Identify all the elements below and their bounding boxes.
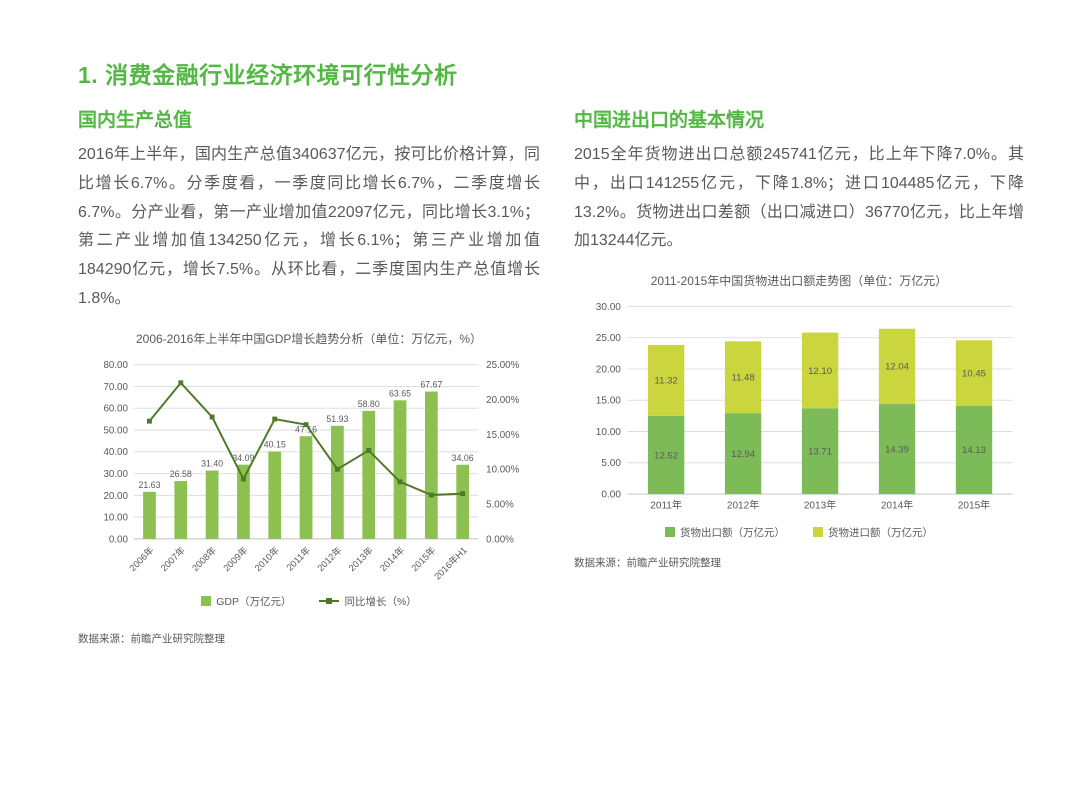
svg-text:13.71: 13.71 (808, 447, 832, 458)
svg-text:12.52: 12.52 (654, 450, 678, 461)
gdp-chart-legend: GDP（万亿元） 同比增长（%） (78, 594, 540, 609)
gdp-section: 国内生产总值 2016年上半年，国内生产总值340637亿元，按可比价格计算，同… (78, 105, 540, 646)
svg-text:12.04: 12.04 (885, 362, 910, 373)
svg-text:2008年: 2008年 (189, 544, 218, 573)
svg-text:12.10: 12.10 (808, 366, 832, 377)
legend-label-growth: 同比增长（%） (344, 595, 417, 608)
legend-color-swatch (201, 596, 212, 607)
svg-text:2011年: 2011年 (650, 499, 682, 512)
svg-text:20.00: 20.00 (596, 364, 622, 375)
svg-text:2016年H1: 2016年H1 (432, 544, 469, 581)
svg-text:21.63: 21.63 (138, 480, 160, 490)
svg-text:0.00: 0.00 (109, 534, 129, 545)
svg-text:51.93: 51.93 (326, 414, 348, 424)
svg-text:50.00: 50.00 (103, 425, 128, 436)
legend-color-swatch (665, 527, 675, 538)
svg-text:2014年: 2014年 (881, 499, 913, 512)
trade-stacked-chart: 0.00 5.00 10.00 15.00 20.00 25.00 30.00 12.52 11… (596, 302, 1013, 512)
legend-item-growth: 同比增长（%） (319, 594, 417, 609)
legend-color-swatch (813, 527, 823, 538)
svg-text:2013年: 2013年 (804, 499, 836, 512)
legend-item-gdp: GDP（万亿元） (201, 594, 291, 609)
trade-section-heading: 中国进出口的基本情况 (574, 110, 765, 131)
svg-text:58.80: 58.80 (358, 399, 380, 409)
svg-text:5.00: 5.00 (601, 458, 621, 469)
svg-text:2012年: 2012年 (315, 544, 344, 573)
svg-text:14.39: 14.39 (885, 445, 909, 456)
gdp-combo-chart: 0.00 10.00 20.00 30.00 40.00 50.00 60.00 70.00 8… (103, 360, 519, 582)
svg-text:10.00%: 10.00% (486, 464, 519, 475)
svg-text:0.00%: 0.00% (486, 534, 514, 545)
trade-section: 中国进出口的基本情况 2015全年货物进出口总额245741亿元，比上年下降7.… (574, 105, 1024, 646)
gdp-body-text: 2016年上半年，国内生产总值340637亿元，按可比价格计算，同比增长6.7%… (78, 146, 540, 307)
trade-body-text: 2015全年货物进出口总额245741亿元，比上年下降7.0%。其中，出口141… (574, 146, 1024, 250)
gdp-section-heading: 国内生产总值 (78, 110, 193, 131)
legend-label-import: 货物进口额（万亿元） (828, 526, 933, 539)
legend-line-marker-icon (319, 596, 340, 606)
svg-text:34.06: 34.06 (452, 453, 474, 463)
legend-label-gdp: GDP（万亿元） (216, 595, 292, 608)
svg-text:15.00%: 15.00% (486, 430, 519, 441)
svg-text:30.00: 30.00 (596, 302, 622, 313)
svg-text:20.00%: 20.00% (486, 395, 519, 406)
svg-text:31.40: 31.40 (201, 458, 223, 468)
svg-text:2011年: 2011年 (284, 544, 312, 572)
legend-label-export: 货物出口额（万亿元） (680, 526, 785, 539)
svg-text:30.00: 30.00 (103, 469, 128, 480)
svg-text:25.00%: 25.00% (486, 360, 519, 371)
two-column-layout: 国内生产总值 2016年上半年，国内生产总值340637亿元，按可比价格计算，同… (78, 105, 1024, 646)
svg-text:2015年: 2015年 (958, 499, 990, 512)
svg-text:2006年: 2006年 (127, 544, 156, 573)
svg-text:25.00: 25.00 (596, 333, 622, 344)
svg-text:10.45: 10.45 (962, 369, 986, 380)
svg-text:12.94: 12.94 (731, 449, 756, 460)
svg-text:20.00: 20.00 (103, 491, 128, 502)
gdp-data-source-note: 数据来源：前瞻产业研究院整理 (78, 632, 225, 645)
page-title: 1. 消费金融行业经济环境可行性分析 (78, 62, 458, 88)
legend-item-import: 货物进口额（万亿元） (813, 525, 933, 540)
report-page: 1. 消费金融行业经济环境可行性分析 国内生产总值 2016年上半年，国内生产总… (78, 62, 1024, 646)
svg-text:34.09: 34.09 (232, 453, 254, 463)
svg-text:47.16: 47.16 (295, 424, 317, 434)
svg-text:40.00: 40.00 (103, 447, 128, 458)
svg-text:2010年: 2010年 (252, 544, 281, 573)
svg-text:2013年: 2013年 (346, 544, 375, 573)
svg-text:2012年: 2012年 (727, 499, 759, 512)
trade-chart-title: 2011-2015年中国货物进出口额走势图（单位：万亿元） (650, 274, 948, 289)
svg-text:15.00: 15.00 (596, 396, 622, 407)
svg-text:11.48: 11.48 (731, 373, 754, 384)
svg-text:26.58: 26.58 (170, 469, 192, 479)
svg-text:11.32: 11.32 (654, 376, 677, 387)
legend-item-export: 货物出口额（万亿元） (665, 525, 785, 540)
svg-text:10.00: 10.00 (103, 512, 128, 523)
svg-text:70.00: 70.00 (103, 382, 128, 393)
svg-text:63.65: 63.65 (389, 388, 411, 398)
trade-data-source-note: 数据来源：前瞻产业研究院整理 (574, 556, 721, 569)
trade-chart-legend: 货物出口额（万亿元） 货物进口额（万亿元） (574, 525, 1024, 540)
svg-text:14.13: 14.13 (962, 445, 986, 456)
gdp-chart-title: 2006-2016年上半年中国GDP增长趋势分析（单位：万亿元，%） (135, 331, 483, 346)
svg-text:67.67: 67.67 (420, 379, 442, 389)
svg-text:2007年: 2007年 (158, 544, 187, 573)
svg-text:5.00%: 5.00% (486, 499, 514, 510)
svg-text:2014年: 2014年 (377, 544, 406, 573)
svg-text:10.00: 10.00 (596, 427, 622, 438)
svg-text:40.15: 40.15 (264, 439, 286, 449)
svg-text:2015年: 2015年 (409, 544, 438, 573)
svg-text:2009年: 2009年 (221, 544, 250, 573)
svg-text:0.00: 0.00 (601, 490, 621, 501)
svg-text:60.00: 60.00 (103, 403, 128, 414)
svg-text:80.00: 80.00 (103, 360, 128, 371)
